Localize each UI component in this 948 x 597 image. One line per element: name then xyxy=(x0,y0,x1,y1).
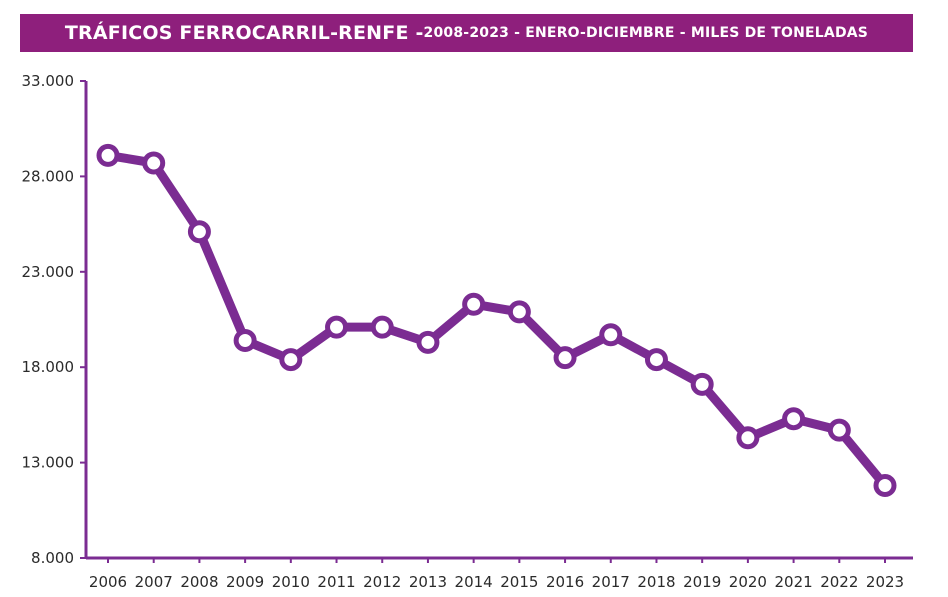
x-tick-label: 2019 xyxy=(683,573,721,591)
data-point xyxy=(279,348,303,372)
y-tick-label: 13.000 xyxy=(22,454,75,472)
data-point xyxy=(553,346,577,370)
data-point xyxy=(736,426,760,450)
data-point xyxy=(690,372,714,396)
data-point xyxy=(370,315,394,339)
y-tick-label: 23.000 xyxy=(22,263,75,281)
x-tick-label: 2009 xyxy=(226,573,264,591)
x-tick-label: 2008 xyxy=(180,573,218,591)
data-point xyxy=(873,473,897,497)
y-tick-label: 28.000 xyxy=(22,167,75,185)
data-point xyxy=(96,143,120,167)
data-point xyxy=(325,315,349,339)
data-point xyxy=(644,348,668,372)
data-point xyxy=(187,220,211,244)
x-tick-label: 2022 xyxy=(820,573,858,591)
y-tick-label: 33.000 xyxy=(22,72,75,90)
data-point xyxy=(827,418,851,442)
chart-title-sub: 2008-2023 - ENERO-DICIEMBRE - MILES DE T… xyxy=(423,25,869,41)
chart-title-main: TRÁFICOS FERROCARRIL-RENFE - xyxy=(64,22,424,44)
data-series xyxy=(96,143,897,497)
y-tick-label: 8.000 xyxy=(31,549,74,567)
data-point xyxy=(233,328,257,352)
y-tick-label: 18.000 xyxy=(22,358,75,376)
x-tick-label: 2013 xyxy=(409,573,447,591)
x-tick-label: 2017 xyxy=(592,573,630,591)
x-tick-label: 2011 xyxy=(317,573,355,591)
x-axis-ticks: 2006 2007 2008 2009 2010 2011 2012 2013 2014 2015… xyxy=(89,558,904,591)
x-tick-label: 2007 xyxy=(135,573,173,591)
x-tick-label: 2018 xyxy=(637,573,675,591)
data-point xyxy=(416,330,440,354)
data-point xyxy=(599,323,623,347)
x-tick-label: 2015 xyxy=(500,573,538,591)
x-tick-label: 2023 xyxy=(866,573,904,591)
x-tick-label: 2016 xyxy=(546,573,584,591)
chart-title-banner: TRÁFICOS FERROCARRIL-RENFE - 2008-2023 -… xyxy=(20,14,913,52)
chart-axes xyxy=(84,81,913,560)
series-line xyxy=(103,150,890,490)
data-point xyxy=(462,292,486,316)
x-tick-label: 2006 xyxy=(89,573,127,591)
data-point xyxy=(782,407,806,431)
data-point xyxy=(507,300,531,324)
y-axis-ticks: 8.000 13.000 18.000 23.000 28.000 33.000 xyxy=(22,72,86,567)
x-tick-label: 2010 xyxy=(272,573,310,591)
x-tick-label: 2014 xyxy=(455,573,493,591)
x-tick-label: 2021 xyxy=(774,573,812,591)
x-tick-label: 2020 xyxy=(729,573,767,591)
data-point xyxy=(142,151,166,175)
x-tick-label: 2012 xyxy=(363,573,401,591)
